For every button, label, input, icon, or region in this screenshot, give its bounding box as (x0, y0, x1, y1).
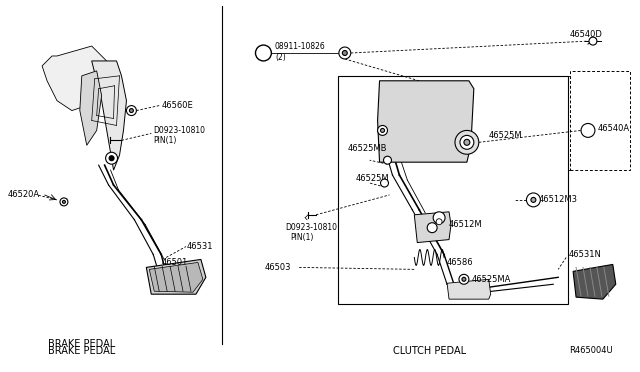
Text: 46540A: 46540A (598, 124, 630, 133)
Text: BRAKE PEDAL: BRAKE PEDAL (48, 346, 115, 356)
Circle shape (129, 109, 133, 113)
Polygon shape (378, 81, 474, 162)
Circle shape (127, 106, 136, 116)
Bar (338, 76, 568, 304)
Circle shape (378, 125, 387, 135)
Circle shape (342, 51, 348, 55)
Text: 46586: 46586 (447, 258, 474, 267)
Text: 46520A: 46520A (7, 190, 40, 199)
Circle shape (527, 193, 540, 207)
Text: 46501: 46501 (161, 258, 188, 267)
Text: 46525MB: 46525MB (348, 144, 387, 153)
Circle shape (381, 128, 385, 132)
Circle shape (460, 135, 474, 149)
Text: 46503: 46503 (264, 263, 291, 272)
Circle shape (63, 201, 65, 203)
Text: 46531: 46531 (187, 242, 214, 251)
Text: 46525M: 46525M (489, 131, 522, 140)
Polygon shape (147, 259, 206, 294)
Polygon shape (573, 264, 616, 299)
Text: 46560E: 46560E (161, 101, 193, 110)
Text: BRAKE PEDAL: BRAKE PEDAL (48, 339, 115, 349)
Text: 46525MA: 46525MA (472, 275, 511, 284)
Polygon shape (42, 46, 107, 110)
Circle shape (106, 152, 118, 164)
Circle shape (455, 131, 479, 154)
Bar (570, 71, 630, 170)
Circle shape (462, 277, 466, 281)
Circle shape (436, 219, 442, 225)
Text: PIN(1): PIN(1) (290, 233, 314, 242)
Polygon shape (414, 212, 451, 243)
Text: R465004U: R465004U (569, 346, 612, 355)
Text: 46540D: 46540D (569, 30, 602, 39)
Circle shape (427, 223, 437, 232)
Text: 46512M3: 46512M3 (538, 195, 577, 204)
Circle shape (581, 124, 595, 137)
Polygon shape (447, 279, 491, 299)
Circle shape (339, 47, 351, 59)
Circle shape (381, 179, 388, 187)
Polygon shape (149, 262, 203, 292)
Text: 46512M: 46512M (449, 220, 483, 229)
Text: (2): (2) (275, 54, 286, 62)
Polygon shape (80, 71, 102, 145)
Circle shape (464, 140, 470, 145)
Circle shape (60, 198, 68, 206)
Text: 08911-10826: 08911-10826 (275, 42, 325, 51)
Circle shape (589, 37, 597, 45)
Text: B: B (261, 48, 266, 58)
Circle shape (531, 198, 536, 202)
Text: 46525M: 46525M (356, 174, 389, 183)
Text: D0923-10810: D0923-10810 (153, 126, 205, 135)
Circle shape (433, 212, 445, 224)
Polygon shape (92, 61, 127, 170)
Circle shape (255, 45, 271, 61)
Text: 46531N: 46531N (568, 250, 601, 259)
Text: CLUTCH PEDAL: CLUTCH PEDAL (392, 346, 466, 356)
Circle shape (459, 274, 469, 284)
Circle shape (383, 156, 392, 164)
Text: PIN(1): PIN(1) (153, 136, 177, 145)
Text: D0923-10810: D0923-10810 (285, 223, 337, 232)
Circle shape (109, 156, 114, 161)
